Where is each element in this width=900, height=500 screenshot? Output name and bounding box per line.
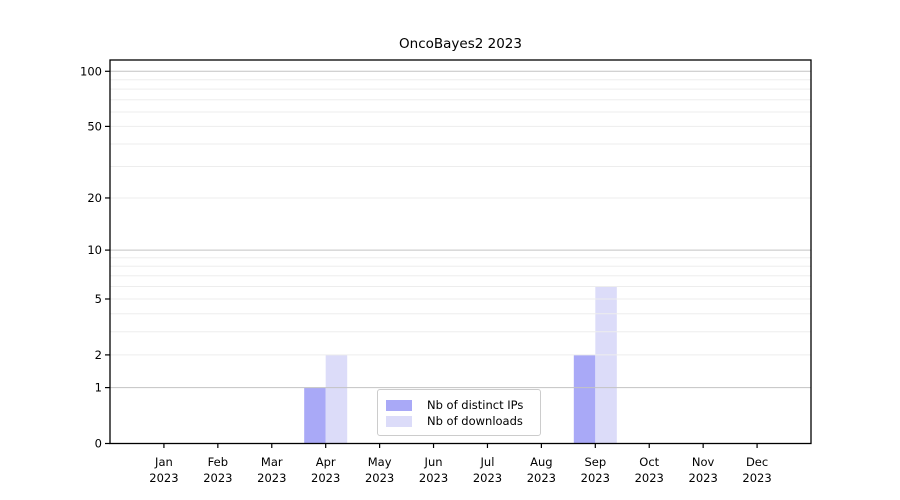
chart-title: OncoBayes2 2023 xyxy=(399,36,522,52)
legend-label-downloads: Nb of downloads xyxy=(427,414,523,428)
y-tick-label: 100 xyxy=(80,64,102,78)
x-tick-label-month: Jan xyxy=(154,455,173,469)
bar-distinct-ips xyxy=(304,387,326,444)
x-tick-label-month: Feb xyxy=(208,455,228,469)
x-tick-label-year: 2023 xyxy=(257,471,286,485)
y-tick-label: 0 xyxy=(95,437,102,451)
y-tick-label: 20 xyxy=(87,191,102,205)
x-tick-label-year: 2023 xyxy=(742,471,771,485)
y-tick-label: 10 xyxy=(87,243,102,257)
bar-downloads xyxy=(325,354,348,444)
x-tick-label-year: 2023 xyxy=(473,471,502,485)
x-tick-label-month: Apr xyxy=(316,455,336,469)
x-tick-label-year: 2023 xyxy=(311,471,340,485)
x-tick-label-year: 2023 xyxy=(581,471,610,485)
x-tick-label-month: Nov xyxy=(692,455,715,469)
y-tick-label: 1 xyxy=(95,381,102,395)
y-tick-label: 5 xyxy=(95,292,102,306)
x-tick-label-month: Jul xyxy=(480,455,495,469)
bar-downloads xyxy=(595,286,617,444)
y-tick-label: 2 xyxy=(95,348,102,362)
x-tick-label-year: 2023 xyxy=(203,471,232,485)
x-tick-label-month: Oct xyxy=(639,455,659,469)
x-tick-label-year: 2023 xyxy=(527,471,556,485)
x-tick-label-month: Sep xyxy=(584,455,606,469)
x-tick-label-year: 2023 xyxy=(635,471,664,485)
y-tick-label: 50 xyxy=(87,119,102,133)
legend-row-distinct-ips: Nb of distinct IPs xyxy=(386,398,530,412)
legend-swatch-downloads xyxy=(386,415,412,427)
x-tick-label-month: Jun xyxy=(424,455,443,469)
legend: Nb of distinct IPs Nb of downloads xyxy=(377,389,541,436)
legend-row-downloads: Nb of downloads xyxy=(386,414,530,428)
bar-distinct-ips xyxy=(573,354,596,444)
x-tick-label-month: Aug xyxy=(530,455,552,469)
plot-border xyxy=(109,59,812,445)
x-tick-label-month: May xyxy=(368,455,392,469)
x-tick-label-month: Dec xyxy=(746,455,768,469)
x-tick-label-year: 2023 xyxy=(365,471,394,485)
x-tick-label-year: 2023 xyxy=(149,471,178,485)
x-tick-label-year: 2023 xyxy=(419,471,448,485)
legend-swatch-distinct-ips xyxy=(386,399,412,411)
x-tick-label-month: Mar xyxy=(261,455,283,469)
x-tick-label-year: 2023 xyxy=(689,471,718,485)
legend-label-distinct-ips: Nb of distinct IPs xyxy=(427,398,524,412)
